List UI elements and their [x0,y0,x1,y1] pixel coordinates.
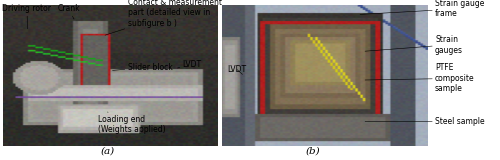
Text: Contact & measurement
part (detailed view in
subfigure b ): Contact & measurement part (detailed vie… [105,0,222,35]
Text: Driving rotor: Driving rotor [2,4,51,29]
Text: (a): (a) [100,146,114,155]
Text: LVDT: LVDT [178,60,202,69]
Bar [218,0,222,160]
Text: Crank: Crank [58,4,80,19]
Text: Slider block: Slider block [112,63,172,72]
Text: LVDT: LVDT [228,65,246,74]
Text: Steel sample: Steel sample [365,117,484,126]
Text: Strain gauge
frame: Strain gauge frame [360,0,484,19]
Text: (b): (b) [305,146,320,155]
Text: PTFE
composite
sample: PTFE composite sample [365,64,474,93]
Text: Loading end
(Weights applied): Loading end (Weights applied) [98,112,165,135]
Text: Strain
gauges: Strain gauges [365,35,463,55]
